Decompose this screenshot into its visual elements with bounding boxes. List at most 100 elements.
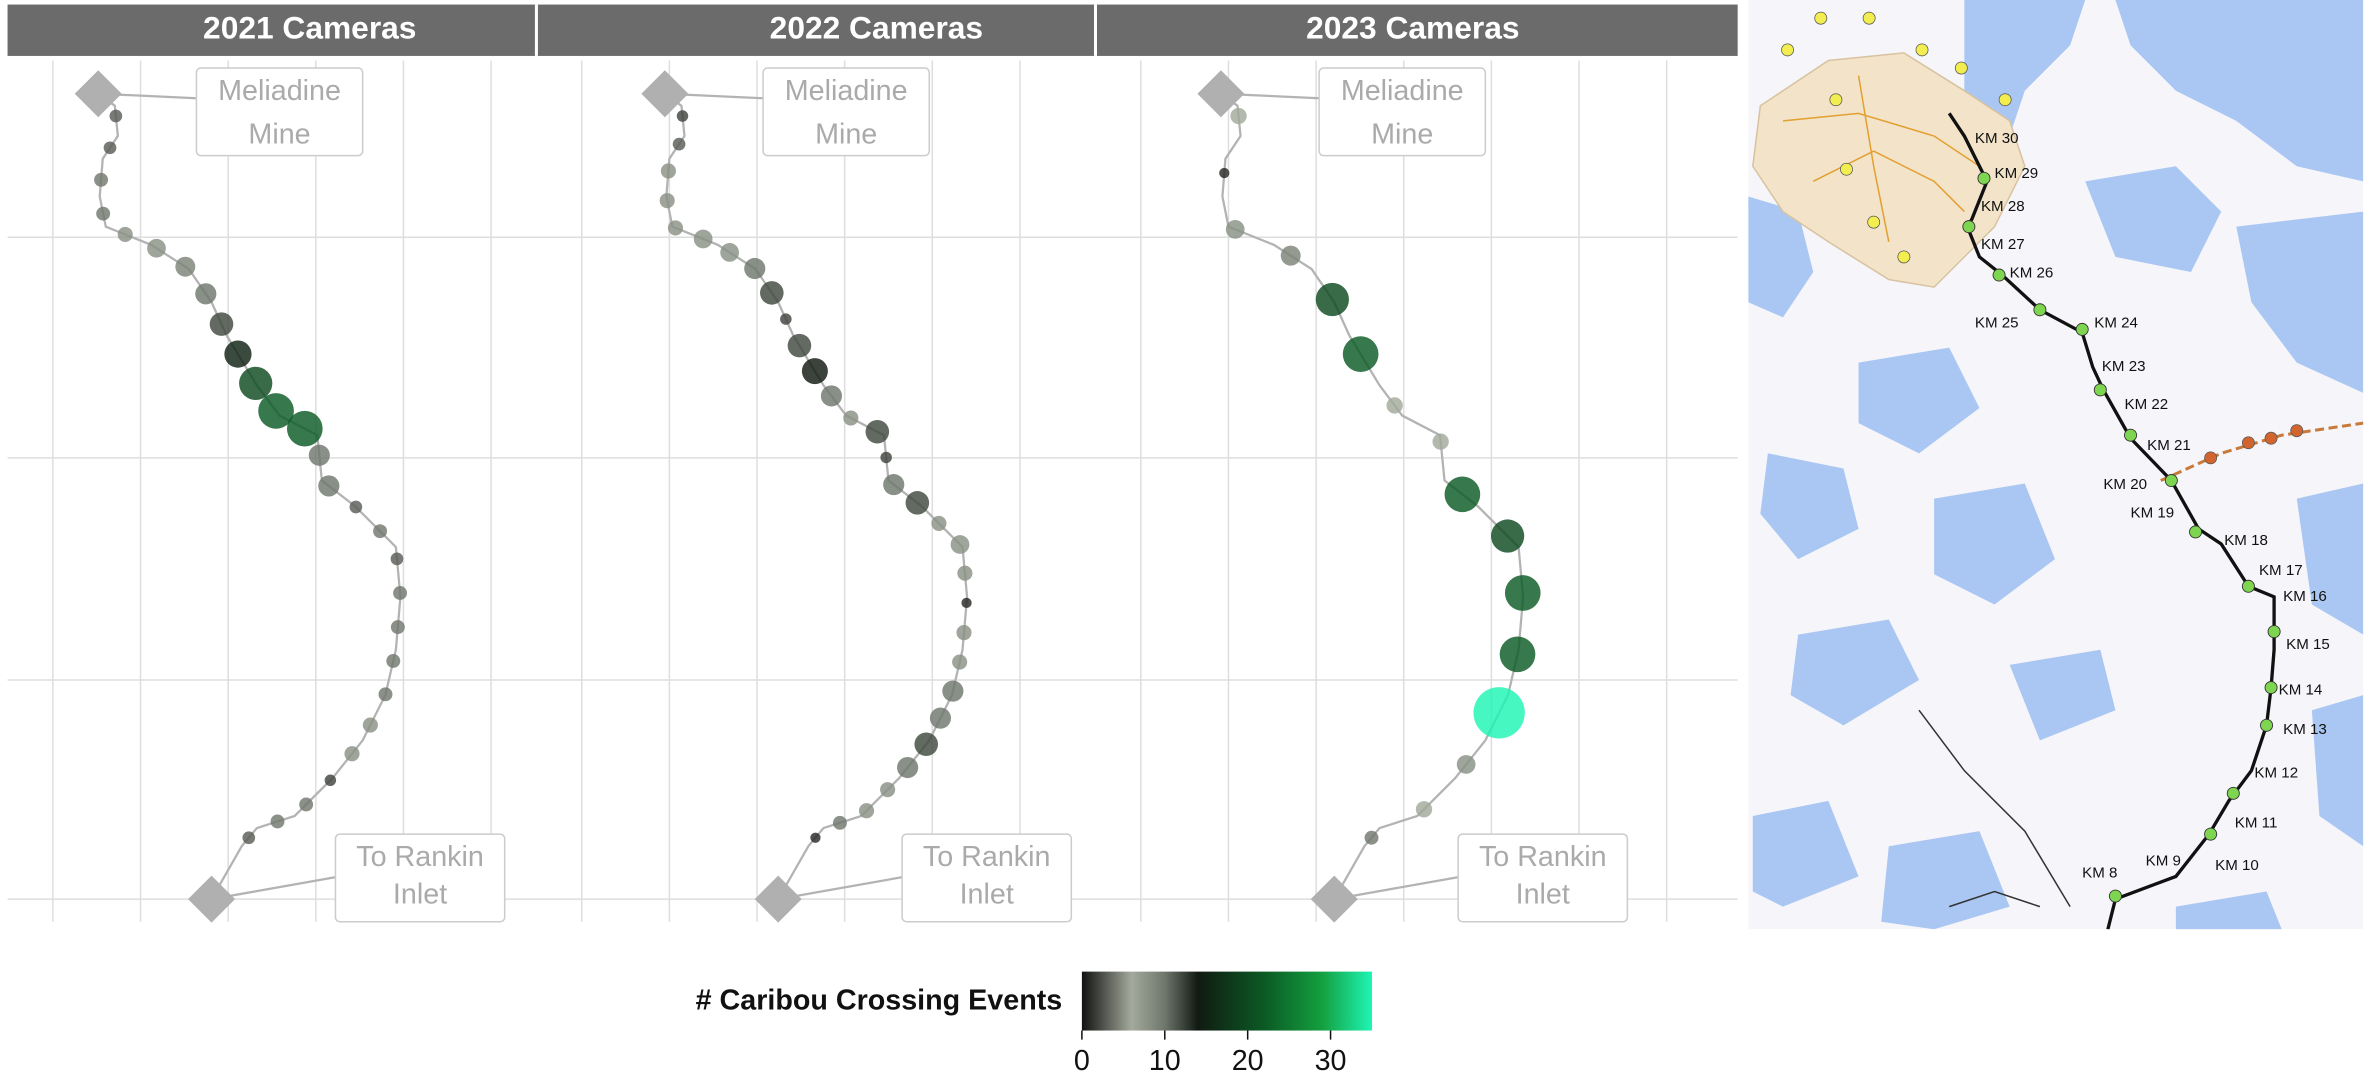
- bubble: [1386, 397, 1403, 414]
- bubble: [659, 193, 675, 209]
- bubble: [880, 782, 896, 798]
- camera-marker: [1962, 220, 1976, 234]
- leader: [1334, 875, 1463, 901]
- km-label: KM 25: [1975, 314, 2019, 331]
- endpoint: [1310, 875, 1358, 923]
- bubble: [1415, 801, 1433, 818]
- km-label: KM 24: [2094, 314, 2138, 331]
- bubble: [929, 707, 952, 729]
- colorbar-tick-label: 20: [1232, 1045, 1264, 1075]
- bubble: [373, 524, 388, 539]
- map: KM 30 KM 29 KM 28 KM 27 KM 26 KM 25 KM 24 KM 23…: [1748, 0, 2364, 930]
- bubble: [667, 220, 684, 236]
- camera-marker: [2267, 625, 2281, 639]
- km-label: KM 16: [2283, 588, 2327, 605]
- km-label: KM 8: [2082, 864, 2117, 881]
- annotation: Meliadine: [785, 75, 908, 107]
- bubble: [1219, 167, 1230, 179]
- camera-marker: [2093, 383, 2107, 397]
- orange-markers: [2204, 424, 2304, 465]
- bubble: [1315, 282, 1349, 317]
- yellow-markers: [1781, 11, 2012, 264]
- stream: [1948, 890, 2041, 908]
- annotation: Mine: [248, 119, 310, 151]
- camera-marker: [2260, 718, 2274, 732]
- annotation: Meliadine: [1341, 75, 1464, 107]
- bubble: [390, 620, 405, 635]
- colorbar-title: # Caribou Crossing Events: [696, 984, 1063, 1016]
- bubble: [299, 797, 314, 812]
- annotation-box: [1457, 833, 1629, 923]
- km-label: KM 18: [2224, 532, 2268, 549]
- camera-marker: [2264, 681, 2278, 695]
- bubble: [880, 451, 892, 464]
- annotation-box: [334, 833, 506, 923]
- km-label: KM 23: [2102, 358, 2146, 375]
- annotation-box: [1318, 67, 1487, 157]
- camera-marker: [2204, 827, 2218, 841]
- bubble: [942, 680, 964, 702]
- bubble: [94, 172, 109, 187]
- annotation: To Rankin: [1479, 841, 1607, 873]
- camera-marker: [1992, 268, 2006, 282]
- bubble: [209, 312, 234, 336]
- bubble: [952, 654, 968, 670]
- bubble: [956, 625, 972, 641]
- bubble: [660, 163, 676, 179]
- colorbar-tick-label: 10: [1149, 1045, 1181, 1075]
- bubble: [1444, 476, 1481, 513]
- camera-marker: [2124, 428, 2138, 442]
- bubble: [96, 206, 111, 221]
- bubble: [858, 803, 875, 819]
- bubble: [801, 358, 828, 385]
- colorbar-tick-label: 30: [1315, 1045, 1347, 1075]
- bubble: [832, 815, 847, 830]
- stream: [1918, 709, 2071, 908]
- bubble: [950, 535, 970, 554]
- bubble: [905, 491, 930, 515]
- bubble: [147, 238, 166, 258]
- km-label: KM 19: [2131, 505, 2175, 522]
- colorbar: [1081, 971, 1373, 1031]
- km-label: KM 21: [2147, 437, 2191, 454]
- km-label: KM 29: [1995, 165, 2039, 182]
- bubble: [386, 654, 401, 668]
- camera-marker: [1977, 171, 1991, 185]
- bubble: [258, 393, 294, 429]
- bubble: [1473, 687, 1525, 739]
- title-bar: [7, 4, 1738, 56]
- panels: Meliadine Mine To Rankin Inlet Meliadine Mine…: [7, 60, 1738, 923]
- bubble: [1230, 107, 1247, 125]
- camera-marker: [2189, 525, 2203, 539]
- km-label: KM 14: [2279, 682, 2323, 699]
- camera-marker: [2108, 889, 2122, 903]
- annotation: Meliadine: [218, 75, 341, 107]
- km-label: KM 9: [2146, 852, 2181, 869]
- bubble: [1342, 336, 1379, 372]
- bubble: [175, 256, 196, 277]
- bubble: [865, 419, 890, 444]
- panel-title: 2021 Cameras: [203, 10, 416, 46]
- bubble: [362, 717, 378, 733]
- bubble: [318, 475, 340, 497]
- bubble: [109, 109, 123, 123]
- km-label: KM 15: [2286, 636, 2330, 653]
- bubble: [760, 281, 784, 305]
- bubble: [393, 586, 408, 600]
- km-label: KM 28: [1981, 198, 2025, 215]
- bubble: [270, 814, 285, 829]
- km-label: KM 22: [2125, 396, 2169, 413]
- bubble: [1364, 830, 1379, 845]
- bubble: [1456, 755, 1476, 774]
- camera-marker: [2241, 579, 2255, 593]
- bubble: [1432, 433, 1449, 450]
- colorbar-tick-label: 0: [1074, 1045, 1090, 1075]
- km-label: KM 20: [2103, 476, 2147, 493]
- bubble: [286, 410, 323, 447]
- km-label: KM 27: [1981, 236, 2025, 253]
- km-label: KM 13: [2283, 721, 2327, 738]
- bubble: [103, 141, 117, 155]
- annotation: Inlet: [393, 879, 447, 911]
- bubble: [897, 756, 919, 779]
